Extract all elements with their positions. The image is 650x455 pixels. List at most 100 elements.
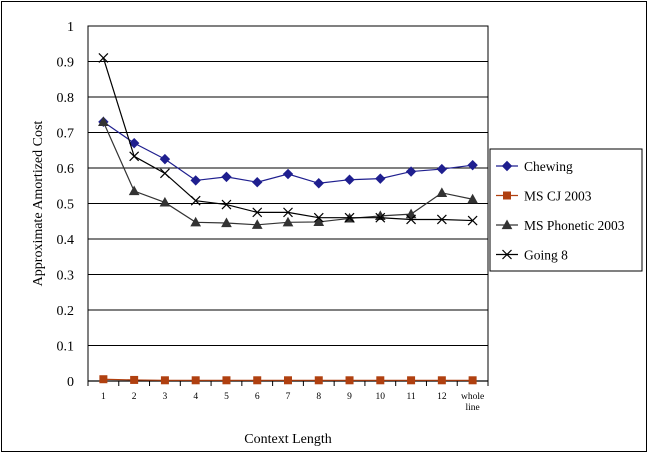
y-tick-label: 0 [67, 375, 74, 390]
data-point-ms-cj-2003 [130, 375, 139, 384]
data-point-chewing [128, 137, 140, 149]
series-line-going-8 [102, 57, 473, 222]
data-point-chewing [436, 163, 448, 175]
x-marker-stroke [221, 199, 232, 210]
x-marker-stroke [502, 249, 512, 260]
x-tick-label: 4 [193, 392, 198, 402]
data-point-going-8 [221, 199, 232, 210]
data-point-going-8 [436, 214, 447, 225]
data-point-going-8 [283, 207, 293, 218]
data-point-going-8 [252, 207, 263, 218]
data-point-ms-cj-2003 [222, 376, 231, 385]
x-marker-stroke [129, 151, 140, 162]
x-marker-stroke [344, 212, 355, 223]
legend-marker-ms-cj-2003 [503, 191, 511, 200]
data-point-ms-phonetic-2003 [251, 219, 263, 229]
y-tick-label: 0.7 [57, 127, 75, 142]
data-point-ms-cj-2003 [253, 376, 262, 385]
y-tick-label: 1 [67, 20, 74, 35]
x-tick-label: 12 [437, 392, 447, 402]
data-point-ms-cj-2003 [191, 376, 200, 385]
x-tick-label: 8 [316, 392, 321, 402]
data-point-chewing [375, 173, 386, 184]
data-point-chewing [252, 176, 263, 188]
data-point-chewing [344, 174, 355, 185]
x-tick-label: 9 [347, 392, 352, 402]
x-marker-stroke [313, 212, 324, 223]
x-tick-label: 5 [224, 392, 229, 402]
x-marker-stroke [406, 214, 417, 225]
x-tick-label: line [465, 403, 479, 413]
x-tick-label: 11 [406, 392, 415, 402]
data-point-chewing [159, 153, 171, 165]
data-point-chewing [190, 175, 201, 186]
y-tick-label: 0.6 [57, 162, 75, 177]
x-marker-stroke [467, 215, 478, 226]
data-point-going-8 [467, 215, 478, 226]
legend-label-going-8: Going 8 [524, 248, 568, 263]
data-point-going-8 [98, 53, 109, 63]
x-marker-stroke [98, 53, 109, 63]
data-point-going-8 [190, 195, 201, 206]
data-point-ms-phonetic-2003 [405, 208, 417, 219]
x-tick-label: whole [461, 392, 484, 402]
legend-label-ms-cj-2003: MS CJ 2003 [524, 189, 592, 204]
legend-label-ms-phonetic-2003: MS Phonetic 2003 [524, 218, 625, 233]
legend-marker-going-8 [502, 249, 512, 260]
data-point-ms-cj-2003 [345, 376, 354, 385]
x-tick-label: 10 [376, 392, 386, 402]
data-point-chewing [221, 171, 232, 183]
data-point-ms-phonetic-2003 [436, 187, 448, 197]
data-point-ms-phonetic-2003 [282, 216, 294, 227]
data-point-ms-cj-2003 [468, 376, 477, 385]
data-point-chewing [313, 178, 324, 189]
y-tick-label: 0.9 [57, 56, 75, 71]
x-marker-stroke [375, 212, 386, 223]
legend-label-chewing: Chewing [524, 159, 573, 174]
x-marker-stroke [436, 214, 447, 225]
data-point-ms-cj-2003 [437, 376, 446, 385]
x-tick-label: 1 [101, 392, 106, 402]
data-point-ms-cj-2003 [160, 376, 169, 385]
data-point-going-8 [375, 212, 386, 223]
x-marker-stroke [252, 207, 263, 218]
data-point-ms-cj-2003 [99, 375, 108, 384]
x-tick-label: 2 [132, 392, 137, 402]
data-point-ms-phonetic-2003 [313, 216, 325, 227]
x-marker-stroke [190, 195, 201, 206]
data-point-ms-phonetic-2003 [159, 196, 171, 207]
y-tick-label: 0.1 [57, 340, 75, 355]
data-point-ms-cj-2003 [376, 376, 385, 385]
x-axis-title: Context Length [244, 432, 332, 447]
data-point-going-8 [159, 168, 170, 179]
x-tick-label: 3 [163, 392, 168, 402]
y-axis-title: Approximate Amortized Cost [31, 121, 46, 287]
data-point-going-8 [313, 212, 324, 223]
data-point-going-8 [129, 151, 140, 162]
legend-marker-ms-phonetic-2003 [501, 219, 513, 230]
y-tick-label: 0.5 [57, 198, 75, 213]
data-point-going-8 [406, 214, 417, 225]
data-point-ms-phonetic-2003 [190, 216, 202, 227]
data-point-ms-phonetic-2003 [221, 217, 232, 228]
data-point-ms-phonetic-2003 [128, 185, 140, 196]
x-tick-label: 7 [286, 392, 291, 402]
data-point-ms-cj-2003 [407, 376, 416, 385]
y-tick-label: 0.3 [57, 269, 75, 284]
y-tick-label: 0.2 [57, 304, 75, 319]
data-point-ms-cj-2003 [284, 376, 292, 385]
legend-box [489, 148, 643, 272]
y-tick-label: 0.4 [57, 233, 75, 248]
data-point-ms-cj-2003 [314, 376, 323, 385]
legend-marker-chewing [501, 160, 513, 172]
data-point-chewing [405, 166, 417, 177]
x-tick-label: 6 [255, 392, 260, 402]
y-tick-label: 0.8 [57, 91, 75, 106]
data-point-going-8 [344, 212, 355, 223]
data-point-chewing [467, 159, 478, 171]
data-point-chewing [282, 168, 294, 180]
x-marker-stroke [159, 168, 170, 179]
data-point-ms-phonetic-2003 [98, 116, 109, 126]
data-point-ms-phonetic-2003 [467, 193, 478, 204]
